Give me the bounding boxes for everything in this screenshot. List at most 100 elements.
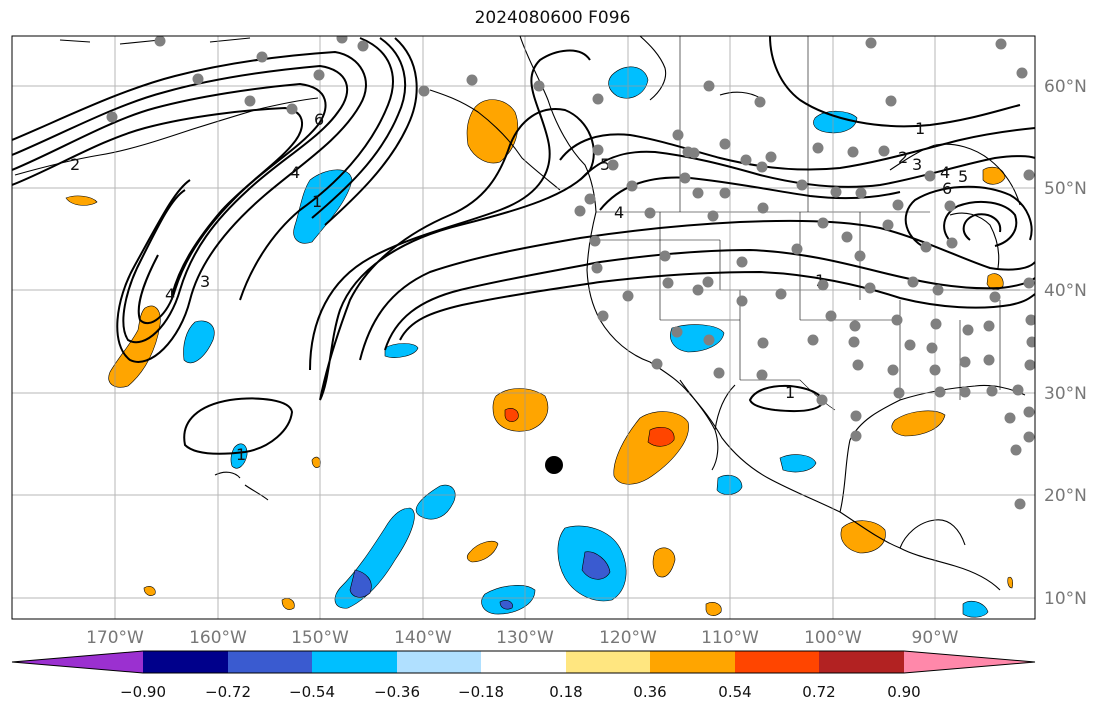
station-dot <box>589 235 601 247</box>
colorbar-segment <box>312 651 397 673</box>
station-dot <box>719 138 731 150</box>
station-dot <box>962 324 974 336</box>
contour-line <box>769 36 1021 128</box>
contour-line <box>12 106 303 296</box>
lon-tick-label: 110°W <box>701 628 759 648</box>
colorbar-tick-label: 0.18 <box>549 683 582 701</box>
station-dot <box>192 73 204 85</box>
lon-tick-label: 130°W <box>496 628 554 648</box>
contour-label: 5 <box>600 155 610 174</box>
station-dot <box>959 386 971 398</box>
lon-tick-label: 150°W <box>291 628 349 648</box>
contour-line <box>399 270 1035 341</box>
station-dot <box>1012 384 1024 396</box>
contour-label: 3 <box>200 272 210 291</box>
station-dot <box>1023 406 1035 418</box>
orange-region <box>492 388 549 432</box>
station-dot <box>929 364 941 376</box>
contour-line <box>309 49 591 371</box>
station-dot <box>313 69 325 81</box>
orange-region <box>840 520 886 554</box>
station-dot <box>533 80 545 92</box>
blue-region <box>349 569 372 598</box>
station-dot <box>885 95 897 107</box>
station-dot <box>286 103 298 115</box>
map-frame <box>11 35 1036 620</box>
station-dot <box>244 95 256 107</box>
contour-line <box>12 82 327 325</box>
contour-label: 6 <box>942 179 952 198</box>
contour-label: 5 <box>958 167 968 186</box>
blue-region <box>230 443 248 469</box>
station-dot <box>106 111 118 123</box>
lat-tick-label: 50°N <box>1044 179 1087 199</box>
station-dot <box>1025 314 1035 326</box>
blue-region <box>962 600 989 618</box>
lat-tick-label: 10°N <box>1044 589 1087 609</box>
station-dot <box>854 250 866 262</box>
station-dot <box>924 170 936 182</box>
orange-region <box>982 166 1006 185</box>
storm-center-marker <box>545 456 563 474</box>
station-dot <box>736 295 748 307</box>
station-dot <box>574 205 586 217</box>
station-dot <box>1023 431 1035 443</box>
station-dot <box>754 96 766 108</box>
station-dot <box>830 186 842 198</box>
station-dot <box>959 356 971 368</box>
orange-region <box>891 410 946 437</box>
orange-region <box>466 540 499 563</box>
station-dot <box>644 207 656 219</box>
station-dot <box>1010 444 1022 456</box>
orange-region <box>705 602 722 616</box>
orange-region <box>652 547 676 578</box>
colorbar-tick-label: 0.54 <box>718 683 751 701</box>
station-dot <box>995 38 1007 50</box>
contour-label: 3 <box>912 155 922 174</box>
station-dot <box>702 276 714 288</box>
station-dot <box>736 256 748 268</box>
station-dot <box>662 277 674 289</box>
orange-region <box>143 586 156 596</box>
contour-line <box>943 200 1018 247</box>
station-dot <box>688 147 700 159</box>
station-dot <box>944 200 956 212</box>
contour-line <box>359 219 1035 361</box>
station-dot <box>1016 67 1028 79</box>
colorbar-segment <box>481 651 566 673</box>
station-dot <box>817 217 829 229</box>
station-dot <box>679 172 691 184</box>
station-dot <box>816 394 828 406</box>
station-dot <box>707 210 719 222</box>
colorbar-segment <box>650 651 735 673</box>
station-dot <box>926 342 938 354</box>
colorbar-segment <box>228 651 312 673</box>
station-dot <box>930 318 942 330</box>
contour-label: 1 <box>915 119 925 138</box>
station-dot <box>418 85 430 97</box>
station-dot <box>907 276 919 288</box>
longitude-labels: 170°W 160°W 150°W 140°W 130°W 120°W 110°… <box>86 628 959 648</box>
station-dot <box>892 199 904 211</box>
station-dot <box>855 187 867 199</box>
colorbar-tick-label: 0.72 <box>802 683 835 701</box>
station-dot <box>796 179 808 191</box>
lon-tick-label: 100°W <box>804 628 862 648</box>
contour-label: 1 <box>785 383 795 402</box>
station-dot <box>672 129 684 141</box>
station-dot <box>849 320 861 332</box>
station-dot <box>466 74 478 86</box>
station-dot <box>757 202 769 214</box>
colorbar-segment <box>143 651 228 673</box>
station-dot <box>713 367 725 379</box>
station-dot <box>852 359 864 371</box>
station-dot <box>983 320 995 332</box>
station-dot <box>946 237 958 249</box>
orange-region <box>647 427 675 447</box>
contour-line <box>12 64 349 343</box>
contour-label: 4 <box>614 203 624 222</box>
station-dot <box>847 146 859 158</box>
station-dot <box>740 154 752 166</box>
orange-region <box>281 598 295 610</box>
station-dot <box>592 144 604 156</box>
